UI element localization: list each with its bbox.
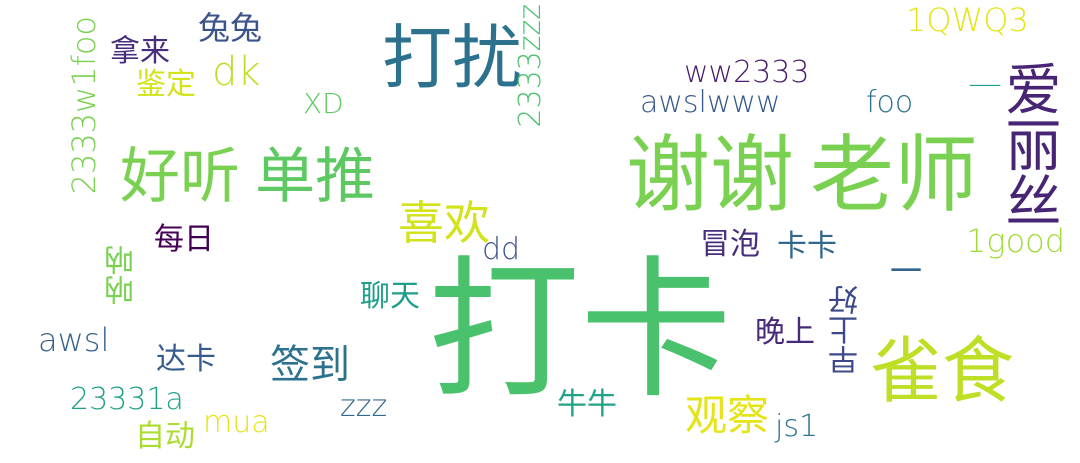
word-darao: 打扰 xyxy=(382,17,522,99)
word-nana: 呐呐 xyxy=(105,245,140,305)
word-laoshi: 老师 xyxy=(810,126,979,224)
word-ww2333: ww2333 xyxy=(684,55,810,90)
word-haoting: 好听 xyxy=(120,142,240,212)
word-dantui: 单推 xyxy=(255,142,375,212)
word-dd: dd xyxy=(482,232,521,267)
word-2333w1foo: 2333w1foo xyxy=(65,16,103,195)
word-foo: foo xyxy=(866,85,914,120)
word-qiandao: 签到 xyxy=(270,342,350,388)
word-underscores: __ xyxy=(970,52,1000,87)
word-awsl: awsl xyxy=(38,321,110,359)
word-zzz: zzz xyxy=(340,389,388,424)
word-xihuan: 喜欢 xyxy=(398,196,490,250)
word-daka2: 达卡 xyxy=(156,342,216,377)
word-tutu: 兔兔 xyxy=(198,9,263,47)
word-1qwq3: 1QWQ3 xyxy=(906,1,1029,39)
word-yi: 一 xyxy=(890,252,923,290)
word-zidong: 自动 xyxy=(135,419,195,454)
word-2333zzz: 2333zzz xyxy=(513,4,548,128)
word-awslwww: awslwww xyxy=(640,85,781,120)
word-niuniu: 牛牛 xyxy=(557,387,617,422)
word-23331a: 23331a xyxy=(70,382,184,417)
word-kaka: 卡卡 xyxy=(777,229,837,264)
word-ailisi: 爱丽丝 xyxy=(996,60,1061,228)
word-jianding: 鉴定 xyxy=(136,67,196,102)
word-xiexie: 谢谢 xyxy=(626,126,795,224)
word-liaotian: 聊天 xyxy=(360,279,420,314)
word-xd: XD xyxy=(303,87,344,120)
word-dk: dk xyxy=(212,49,261,95)
word-maopao: 冒泡 xyxy=(700,227,760,262)
word-zaoshanghao: 早上好 xyxy=(829,285,864,375)
word-daka: 打卡 xyxy=(428,242,732,419)
word-guancha: 观察 xyxy=(685,391,770,440)
word-mua: mua xyxy=(203,405,270,440)
word-wanshang: 晚上 xyxy=(755,315,815,350)
word-meiri: 每日 xyxy=(154,222,214,257)
word-nalai: 拿来 xyxy=(110,34,170,69)
word-queshi: 雀食 xyxy=(870,329,1015,413)
word-js1: js1 xyxy=(775,409,819,444)
word-1good: 1good xyxy=(966,222,1066,260)
